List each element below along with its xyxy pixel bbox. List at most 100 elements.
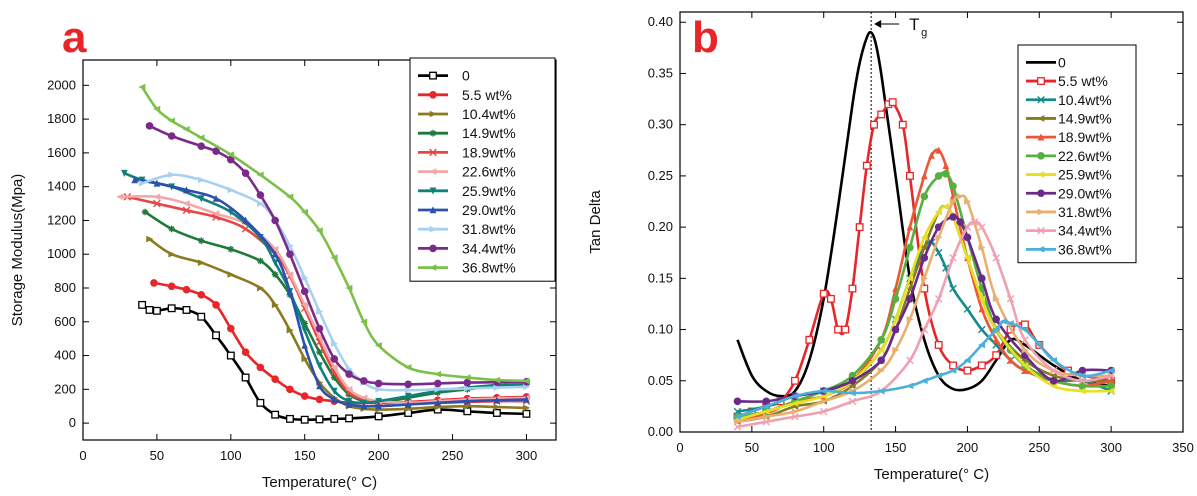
x-tick-label: 200 [368,448,390,463]
legend-marker-2 [1037,95,1045,104]
y-tick-label: 400 [54,348,76,363]
data-point-1 [934,340,943,349]
data-point-6 [877,346,885,354]
y-tick-label: 0.30 [648,117,673,132]
data-point-1 [819,289,828,298]
data-point-1 [888,98,897,107]
data-point-3 [906,285,914,292]
y-tick-label: 1000 [47,246,76,261]
data-point-4 [153,199,161,208]
data-point-9 [463,378,472,387]
x-tick-label: 100 [813,440,835,455]
data-point-6 [920,234,928,241]
data-point-3 [330,374,338,381]
legend-marker-1 [1037,77,1045,85]
data-point-5 [286,271,294,278]
data-point-5 [360,394,368,402]
data-point-8 [964,198,972,205]
legend-label-7: 29.0wt% [462,202,516,218]
legend-marker-6 [429,187,437,195]
data-point-2 [286,326,294,334]
data-point-6 [375,397,382,405]
data-point-7 [1078,366,1087,375]
x-tick-label: 100 [220,448,242,463]
plot-frame [82,59,557,441]
data-point-1 [167,282,176,291]
data-point-1 [197,290,206,299]
data-point-8 [892,346,900,354]
data-point-6 [121,169,128,177]
data-point-5 [949,182,957,190]
data-point-1 [315,395,324,404]
data-point-10 [1049,356,1057,364]
data-point-1 [855,223,864,232]
series-line-7 [134,178,527,408]
legend-label-8: 31.8wt% [1058,204,1112,220]
data-point-7 [920,254,929,262]
data-point-4 [978,305,986,313]
x-tick-label: 300 [1100,440,1122,455]
y-tick-label: 1400 [47,179,76,194]
data-point-9 [762,417,771,426]
x-tick-label: 350 [1172,440,1194,455]
data-point-0 [522,409,531,418]
data-point-7 [301,341,309,349]
data-point-6 [271,259,279,267]
data-point-6 [934,208,942,216]
data-point-8 [921,275,929,282]
data-point-5 [891,295,900,303]
data-point-0 [241,373,250,382]
data-point-10 [992,326,1000,333]
data-point-5 [330,364,338,371]
data-point-8 [877,367,885,374]
data-point-7 [153,179,161,187]
data-point-8 [1021,346,1029,354]
data-point-7 [316,382,323,390]
data-point-10 [1035,341,1043,349]
legend-label-6: 25.9wt% [462,183,516,199]
data-point-4 [921,172,928,180]
data-point-5 [1078,382,1087,390]
data-point-4 [935,146,942,154]
data-point-5 [182,200,190,207]
panel-label: b [692,13,719,62]
data-point-1 [949,361,958,370]
data-point-6 [404,392,412,400]
legend-marker-2 [429,110,437,118]
data-point-8 [227,186,235,194]
x-tick-label: 250 [442,448,464,463]
data-point-3 [271,271,279,278]
data-point-9 [167,132,176,140]
data-point-7 [963,233,972,242]
data-point-9 [433,379,442,388]
data-point-6 [906,275,914,282]
data-point-1 [150,279,158,287]
x-tick-label: 150 [885,440,907,455]
data-point-1 [841,325,850,334]
legend-marker-4 [429,148,437,157]
data-point-1 [898,120,907,129]
data-point-10 [1078,372,1086,379]
data-point-7 [949,213,957,221]
data-point-9 [1107,371,1115,380]
legend-label-6: 25.9wt% [1058,167,1112,183]
legend-marker-10 [429,264,437,271]
plot-frame [679,11,1184,433]
data-point-0 [345,414,354,423]
data-point-3 [345,391,353,398]
data-point-8 [316,308,324,315]
data-point-10 [360,318,368,326]
data-point-2 [949,284,957,293]
data-point-2 [523,404,531,412]
data-point-6 [1107,387,1115,395]
data-point-9 [992,254,1000,262]
data-point-10 [138,83,146,91]
data-point-1 [977,361,986,370]
data-point-9 [906,356,914,365]
data-point-2 [301,355,309,363]
data-point-8 [978,244,986,251]
data-point-3 [316,348,323,356]
chart-a: a 0 50 100 150 200 250 300 0 200 400 600 800 1000 1200… [9,13,557,491]
legend-marker-3 [429,129,437,137]
data-point-5 [942,170,950,178]
